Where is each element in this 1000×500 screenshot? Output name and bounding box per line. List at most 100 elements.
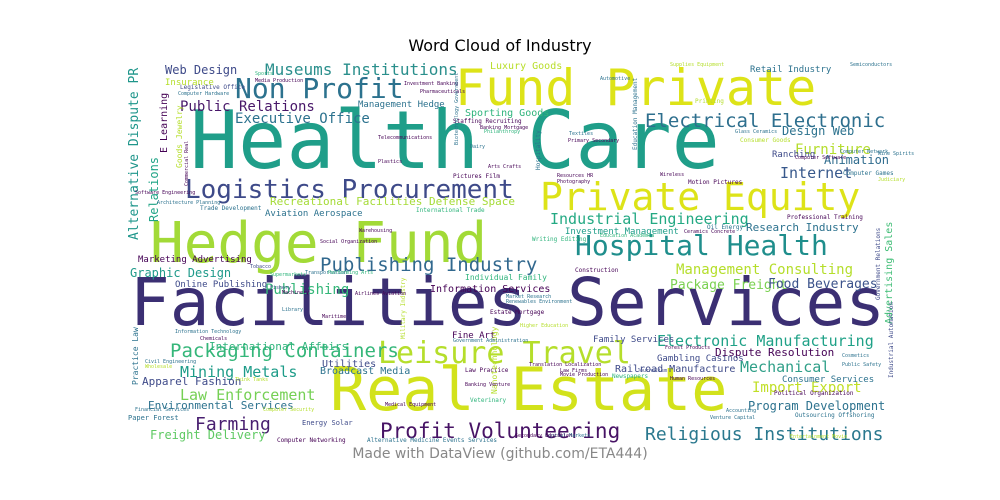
word-cosmetics: Cosmetics — [842, 353, 869, 359]
word-railroad-manufacture: Railroad Manufacture — [615, 364, 735, 375]
word-secondary-education: Secondary Education — [515, 433, 572, 439]
word-computer-games: Computer Games — [843, 170, 894, 177]
word-design-web: Design Web — [782, 124, 854, 138]
word-animation: Animation — [824, 153, 889, 167]
word-insurance: Insurance — [165, 78, 214, 88]
word-government-relations: Government Relations — [875, 227, 882, 300]
word-banking-mortgage: Banking Mortgage — [480, 125, 528, 131]
word-marketing-advertising: Marketing Advertising — [138, 255, 252, 265]
word-supermarkets: Supermarkets — [270, 272, 306, 278]
word-online-publishing: Online Publishing — [175, 280, 267, 290]
word-maritime: Maritime — [322, 314, 346, 320]
word-research-industry: Research Industry — [746, 221, 859, 234]
word-consumer-goods: Consumer Goods — [740, 137, 791, 144]
word-human-resources: Human Resources — [670, 376, 715, 382]
chart-title: Word Cloud of Industry — [408, 36, 592, 55]
word-renewables-environment: Renewables Environment — [506, 299, 572, 305]
word-market-research: Market Research — [506, 294, 551, 300]
word-information-technology: Information Technology — [175, 329, 241, 335]
word-leisure-travel: Leisure Travel — [378, 336, 631, 371]
word-writing-editing: Writing Editing — [532, 236, 587, 243]
word-primary-secondary: Primary Secondary — [568, 138, 619, 144]
word-textiles: Textiles — [569, 131, 593, 137]
word-plastics: Plastics — [378, 159, 402, 165]
word-social-organization: Social Organization — [320, 239, 377, 245]
word-goods-jewelry: Goods Jewelry — [175, 105, 184, 168]
word-religious-institutions: Religious Institutions — [645, 424, 883, 445]
word-package-freight: Package Freight — [670, 278, 787, 293]
word-packaging-containers: Packaging Containers — [170, 340, 399, 362]
word-ceramics-concrete: Ceramics Concrete — [684, 229, 735, 235]
word-private-equity: Private Equity — [540, 175, 860, 219]
word-public-safety: Public Safety — [842, 362, 881, 368]
word-financial-services: Financial Services — [135, 407, 189, 413]
word-facilities-services: Facilities Services — [130, 264, 885, 341]
word-education-academia: Education Academia — [600, 233, 654, 239]
word-forest-products: Forest Products — [665, 345, 710, 351]
word-computer-software: Computer Software — [795, 155, 846, 161]
word-outsourcing-offshoring: Outsourcing Offshoring — [795, 412, 875, 419]
word-pictures-film: Pictures Film — [453, 173, 500, 180]
word-law-enforcement: Law Enforcement — [180, 386, 315, 404]
word-warehousing: Warehousing — [359, 228, 392, 234]
word-internet: Internet — [780, 164, 852, 182]
word-movie-production: Movie Production — [560, 372, 608, 378]
word-banking-venture: Banking Venture — [465, 382, 510, 388]
word-fund-private: Fund Private — [455, 59, 816, 117]
word-tobacco: Tobacco — [250, 264, 271, 270]
word-hospital-health: Hospital Health — [575, 229, 828, 262]
word-computer-security: Computer Security — [263, 407, 314, 413]
word-consumer-services: Consumer Services — [782, 375, 874, 385]
word-ranching: Ranching — [772, 150, 815, 160]
word-management-consulting: Management Consulting — [676, 262, 853, 278]
word-alternative-dispute-pr: Alternative Dispute PR — [127, 68, 142, 240]
word-automotive: Automotive — [600, 76, 630, 82]
word-semiconductors: Semiconductors — [850, 62, 892, 68]
word-broadcast-media: Broadcast Media — [320, 366, 410, 377]
word-wholesale: Wholesale — [145, 364, 172, 370]
word-non-profit: Non Profit — [235, 72, 404, 105]
word-advertising-sales: Advertising Sales — [884, 222, 895, 324]
word-museums-institutions: Museums Institutions — [265, 60, 458, 79]
word-gambling-casinos: Gambling Casinos — [657, 354, 744, 364]
word-airlines-aviation: Airlines Aviation — [355, 291, 406, 297]
word-machinery: Machinery — [282, 290, 309, 296]
word-web-design: Web Design — [165, 63, 237, 77]
word-international-trade: International Trade — [416, 207, 485, 214]
word-library: Library — [282, 307, 303, 313]
word-profit-volunteering: Profit Volunteering — [380, 419, 620, 443]
word-newspapers: Newspapers — [612, 373, 649, 380]
word-industrial-automation: Industrial Automation — [888, 302, 895, 378]
word-retail-industry: Retail Industry — [750, 65, 832, 75]
word-fishery: Fishery — [270, 285, 291, 291]
word-real-estate: Real Estate — [330, 355, 727, 425]
word-e-learning: E Learning — [159, 93, 170, 153]
word-family-services: Family Services — [593, 335, 674, 345]
word-transportation: Transportation — [305, 270, 347, 276]
word-individual-family: Individual Family — [465, 273, 547, 282]
word-publishing-industry: Publishing Industry — [320, 254, 537, 276]
word-staffing-recruiting: Staffing Recruiting — [453, 118, 522, 125]
word-judiciary: Judiciary — [878, 177, 905, 183]
word-think-tanks: Think Tanks — [235, 377, 268, 383]
word-executive-office: Executive Office — [235, 111, 370, 127]
word-management-hedge: Management Hedge — [358, 100, 445, 110]
word-computer-networking: Computer Networking — [277, 437, 346, 444]
word-oil-energy: Oil Energy — [707, 224, 744, 231]
word-telecommunications: Telecommunications — [378, 135, 432, 141]
word-freight-delivery: Freight Delivery — [150, 428, 266, 442]
word-apparel-fashion: Apparel Fashion — [142, 375, 241, 388]
word-philanthropy: Philanthropy — [484, 129, 520, 135]
word-sports: Sports — [255, 71, 273, 77]
word-farming: Farming — [195, 414, 271, 435]
word-political-organization: Political Organization — [774, 390, 854, 397]
word-computer-hardware: Computer Hardware — [178, 91, 229, 97]
word-logistics-procurement: Logistics Procurement — [185, 175, 514, 205]
word-mechanical: Mechanical — [740, 358, 830, 376]
word-investment-banking: Investment Banking — [404, 81, 458, 87]
word-journalism: Journalism — [637, 368, 667, 374]
word-energy-solar: Energy Solar — [302, 419, 353, 427]
word-wireless: Wireless — [660, 172, 684, 178]
word-information-services: Information Services — [430, 284, 550, 295]
word-media-production: Media Production — [255, 78, 303, 84]
